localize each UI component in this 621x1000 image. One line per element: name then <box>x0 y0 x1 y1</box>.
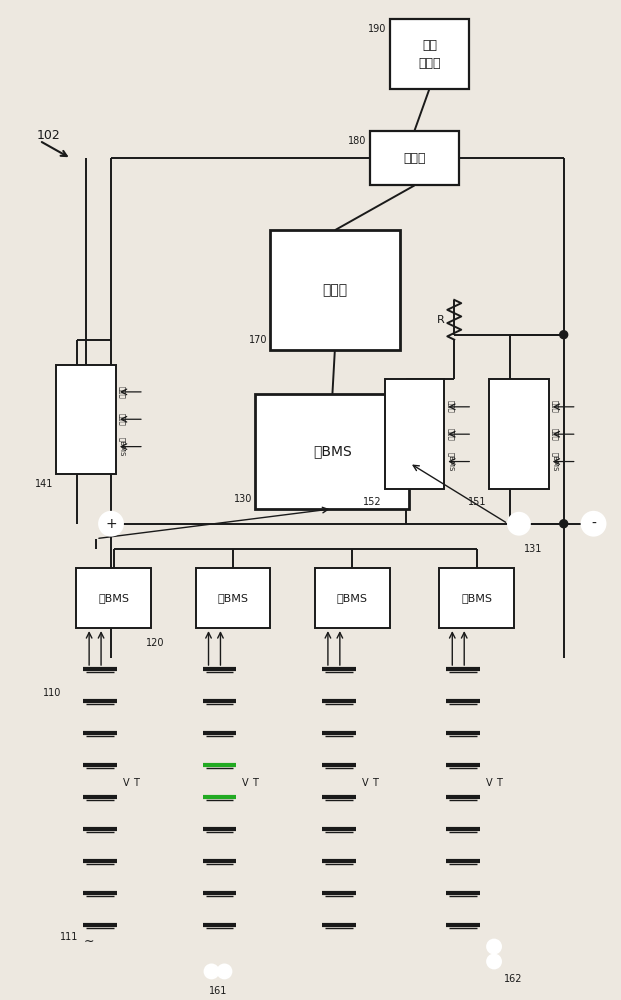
Text: 190: 190 <box>368 24 387 34</box>
Bar <box>369 131 460 185</box>
Text: 162: 162 <box>504 974 522 984</box>
Circle shape <box>508 513 530 535</box>
Text: 从BMS: 从BMS <box>217 593 248 603</box>
Text: 从BMS: 从BMS <box>337 593 368 603</box>
Text: 102: 102 <box>37 129 60 142</box>
Text: 161: 161 <box>209 986 227 996</box>
Text: 111: 111 <box>60 932 78 942</box>
Circle shape <box>399 403 412 415</box>
Circle shape <box>560 331 568 339</box>
Text: 110: 110 <box>43 688 61 698</box>
Circle shape <box>504 453 516 465</box>
Text: 控制器: 控制器 <box>322 283 347 297</box>
Text: 主BMS: 主BMS <box>119 437 125 456</box>
Text: 从BMS: 从BMS <box>461 593 492 603</box>
Text: ∼: ∼ <box>84 935 94 948</box>
Circle shape <box>487 955 501 968</box>
Bar <box>255 394 409 509</box>
Text: -: - <box>591 517 596 531</box>
Text: V: V <box>242 778 249 788</box>
Text: 电动
发电机: 电动 发电机 <box>418 39 441 70</box>
Text: 气控器: 气控器 <box>552 400 558 413</box>
Circle shape <box>217 964 232 978</box>
Bar <box>270 230 399 350</box>
Circle shape <box>504 403 516 415</box>
Text: R: R <box>437 315 444 325</box>
Text: 170: 170 <box>249 335 267 345</box>
Text: 120: 120 <box>146 638 165 648</box>
Text: V: V <box>486 778 492 788</box>
Bar <box>57 365 116 474</box>
Bar <box>315 568 389 628</box>
Bar <box>196 568 270 628</box>
Text: 131: 131 <box>524 544 542 554</box>
Bar <box>76 568 151 628</box>
Text: 控制器: 控制器 <box>119 413 125 426</box>
Text: 控制器: 控制器 <box>552 428 558 441</box>
Text: 逆变器: 逆变器 <box>403 152 426 165</box>
Text: 151: 151 <box>468 497 486 507</box>
Circle shape <box>399 453 412 465</box>
Text: 130: 130 <box>234 494 252 504</box>
Text: 控制器: 控制器 <box>447 428 454 441</box>
Bar <box>389 19 469 89</box>
Text: 主BMS: 主BMS <box>552 452 558 471</box>
Text: 141: 141 <box>35 479 53 489</box>
Text: 主BMS: 主BMS <box>447 452 454 471</box>
Text: 从BMS: 从BMS <box>98 593 129 603</box>
Text: T: T <box>133 778 138 788</box>
Text: +: + <box>105 517 117 531</box>
Text: T: T <box>372 778 378 788</box>
Circle shape <box>560 520 568 528</box>
Text: 152: 152 <box>363 497 382 507</box>
Circle shape <box>71 388 83 400</box>
Bar <box>384 379 444 489</box>
Text: V: V <box>362 778 368 788</box>
Circle shape <box>71 438 83 450</box>
Text: V: V <box>123 778 130 788</box>
Circle shape <box>99 512 123 536</box>
Text: T: T <box>496 778 502 788</box>
Text: 主BMS: 主BMS <box>313 445 351 459</box>
Text: 气控器: 气控器 <box>119 386 125 398</box>
Bar <box>489 379 549 489</box>
Text: 180: 180 <box>348 136 367 146</box>
Text: T: T <box>252 778 258 788</box>
Circle shape <box>582 512 605 536</box>
Circle shape <box>204 964 219 978</box>
Text: 气控器: 气控器 <box>447 400 454 413</box>
Circle shape <box>487 940 501 954</box>
Bar <box>439 568 514 628</box>
